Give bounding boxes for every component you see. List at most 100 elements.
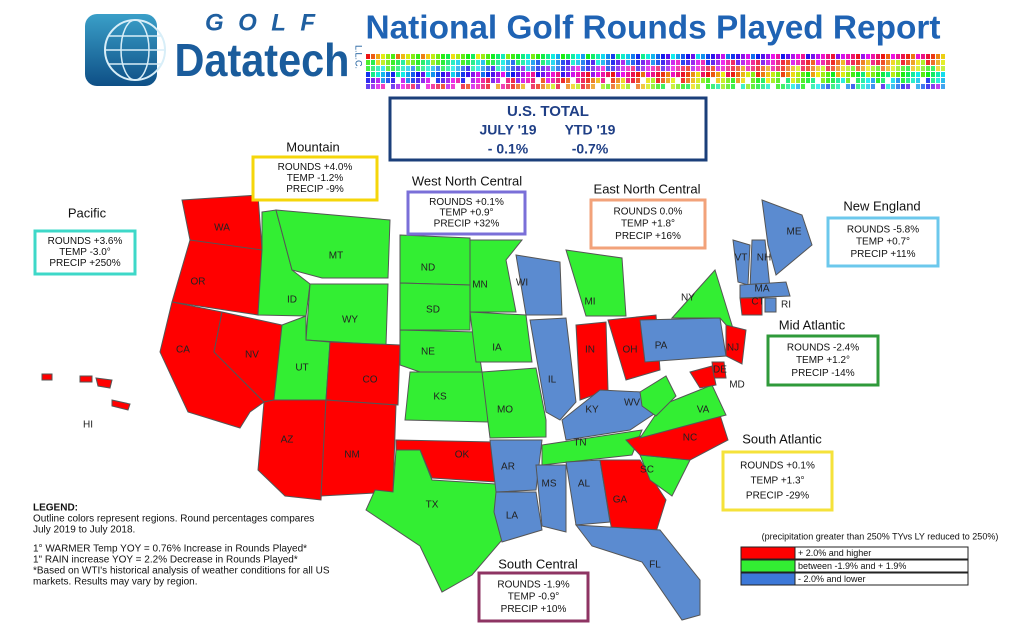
mosaic-tile bbox=[906, 66, 910, 71]
mosaic-tile bbox=[811, 84, 815, 89]
state-label: OK bbox=[455, 450, 470, 461]
mosaic-tile bbox=[466, 66, 470, 71]
mosaic bbox=[366, 54, 945, 89]
mosaic-tile bbox=[656, 84, 660, 89]
mosaic-tile bbox=[776, 72, 780, 77]
mosaic-tile bbox=[576, 66, 580, 71]
mosaic-tile bbox=[501, 72, 505, 77]
mosaic-tile bbox=[601, 54, 605, 59]
legend: LEGEND: Outline colors represent regions… bbox=[33, 503, 330, 588]
mosaic-tile bbox=[516, 54, 520, 59]
mosaic-tile bbox=[416, 78, 420, 83]
mosaic-tile bbox=[891, 78, 895, 83]
mosaic-tile bbox=[906, 78, 910, 83]
mosaic-tile bbox=[666, 72, 670, 77]
mosaic-tile bbox=[476, 66, 480, 71]
mosaic-tile bbox=[701, 66, 705, 71]
state-label: MN bbox=[472, 280, 488, 291]
mosaic-tile bbox=[726, 72, 730, 77]
mosaic-tile bbox=[926, 72, 930, 77]
mosaic-tile bbox=[741, 66, 745, 71]
mosaic-tile bbox=[506, 78, 510, 83]
mosaic-tile bbox=[446, 54, 450, 59]
state-label: ID bbox=[287, 295, 297, 306]
mosaic-tile bbox=[886, 84, 890, 89]
mosaic-tile bbox=[506, 84, 510, 89]
mosaic-tile bbox=[846, 66, 850, 71]
mosaic-tile bbox=[766, 54, 770, 59]
state-shape bbox=[639, 317, 727, 363]
mosaic-tile bbox=[501, 60, 505, 65]
mosaic-tile bbox=[686, 66, 690, 71]
mosaic-tile bbox=[396, 66, 400, 71]
mosaic-tile bbox=[941, 54, 945, 59]
state-label: LA bbox=[506, 511, 519, 522]
mosaic-tile bbox=[416, 84, 420, 89]
mosaic-tile bbox=[871, 60, 875, 65]
mosaic-tile bbox=[581, 54, 585, 59]
mosaic-tile bbox=[406, 72, 410, 77]
mosaic-tile bbox=[426, 78, 430, 83]
mosaic-tile bbox=[391, 72, 395, 77]
color-key: (precipitation greater than 250% TYvs LY… bbox=[740, 531, 998, 586]
mosaic-tile bbox=[416, 66, 420, 71]
mosaic-tile bbox=[506, 54, 510, 59]
mosaic-tile bbox=[801, 54, 805, 59]
mosaic-tile bbox=[766, 72, 770, 77]
state-label: DE bbox=[713, 365, 727, 376]
mosaic-tile bbox=[671, 54, 675, 59]
mosaic-tile bbox=[731, 54, 735, 59]
mosaic-tile bbox=[761, 78, 765, 83]
mosaic-tile bbox=[421, 54, 425, 59]
state-label: CT bbox=[751, 297, 764, 308]
state-shape bbox=[111, 399, 131, 411]
mosaic-tile bbox=[506, 72, 510, 77]
mosaic-tile bbox=[861, 72, 865, 77]
mosaic-tile bbox=[811, 60, 815, 65]
mosaic-tile bbox=[686, 72, 690, 77]
state-shape bbox=[489, 439, 543, 493]
mosaic-tile bbox=[576, 54, 580, 59]
mosaic-tile bbox=[446, 84, 450, 89]
mosaic-tile bbox=[421, 66, 425, 71]
mosaic-tile bbox=[401, 60, 405, 65]
state-shape bbox=[399, 329, 483, 373]
mosaic-tile bbox=[531, 66, 535, 71]
mosaic-tile bbox=[786, 72, 790, 77]
us-total-label: JULY '19 bbox=[479, 122, 536, 138]
mosaic-tile bbox=[541, 78, 545, 83]
mosaic-tile bbox=[371, 66, 375, 71]
state-shape bbox=[638, 384, 727, 439]
key-label: + 2.0% and higher bbox=[798, 548, 871, 558]
mosaic-tile bbox=[926, 54, 930, 59]
state-label: NE bbox=[421, 347, 435, 358]
mosaic-tile bbox=[376, 78, 380, 83]
mosaic-tile bbox=[401, 54, 405, 59]
mosaic-tile bbox=[396, 54, 400, 59]
mosaic-tile bbox=[421, 72, 425, 77]
mosaic-tile bbox=[906, 72, 910, 77]
mosaic-tile bbox=[826, 78, 830, 83]
state-label: PA bbox=[655, 341, 668, 352]
mosaic-tile bbox=[616, 54, 620, 59]
state-shape bbox=[749, 239, 771, 289]
state-shape bbox=[639, 375, 677, 417]
mosaic-tile bbox=[621, 54, 625, 59]
mosaic-tile bbox=[421, 78, 425, 83]
mosaic-tile bbox=[926, 60, 930, 65]
mosaic-tile bbox=[781, 60, 785, 65]
mosaic-tile bbox=[836, 66, 840, 71]
mosaic-tile bbox=[831, 78, 835, 83]
mosaic-tile bbox=[876, 78, 880, 83]
mosaic-tile bbox=[621, 60, 625, 65]
report-title: National Golf Rounds Played Report bbox=[366, 9, 941, 46]
region-rounds: ROUNDS -5.8% bbox=[847, 224, 919, 235]
mosaic-tile bbox=[386, 72, 390, 77]
mosaic-tile bbox=[681, 60, 685, 65]
state-label: IN bbox=[585, 345, 595, 356]
mosaic-tile bbox=[761, 84, 765, 89]
mosaic-tile bbox=[716, 78, 720, 83]
state-label: WI bbox=[516, 278, 528, 289]
mosaic-tile bbox=[366, 72, 370, 77]
state-label: ME bbox=[787, 227, 802, 238]
